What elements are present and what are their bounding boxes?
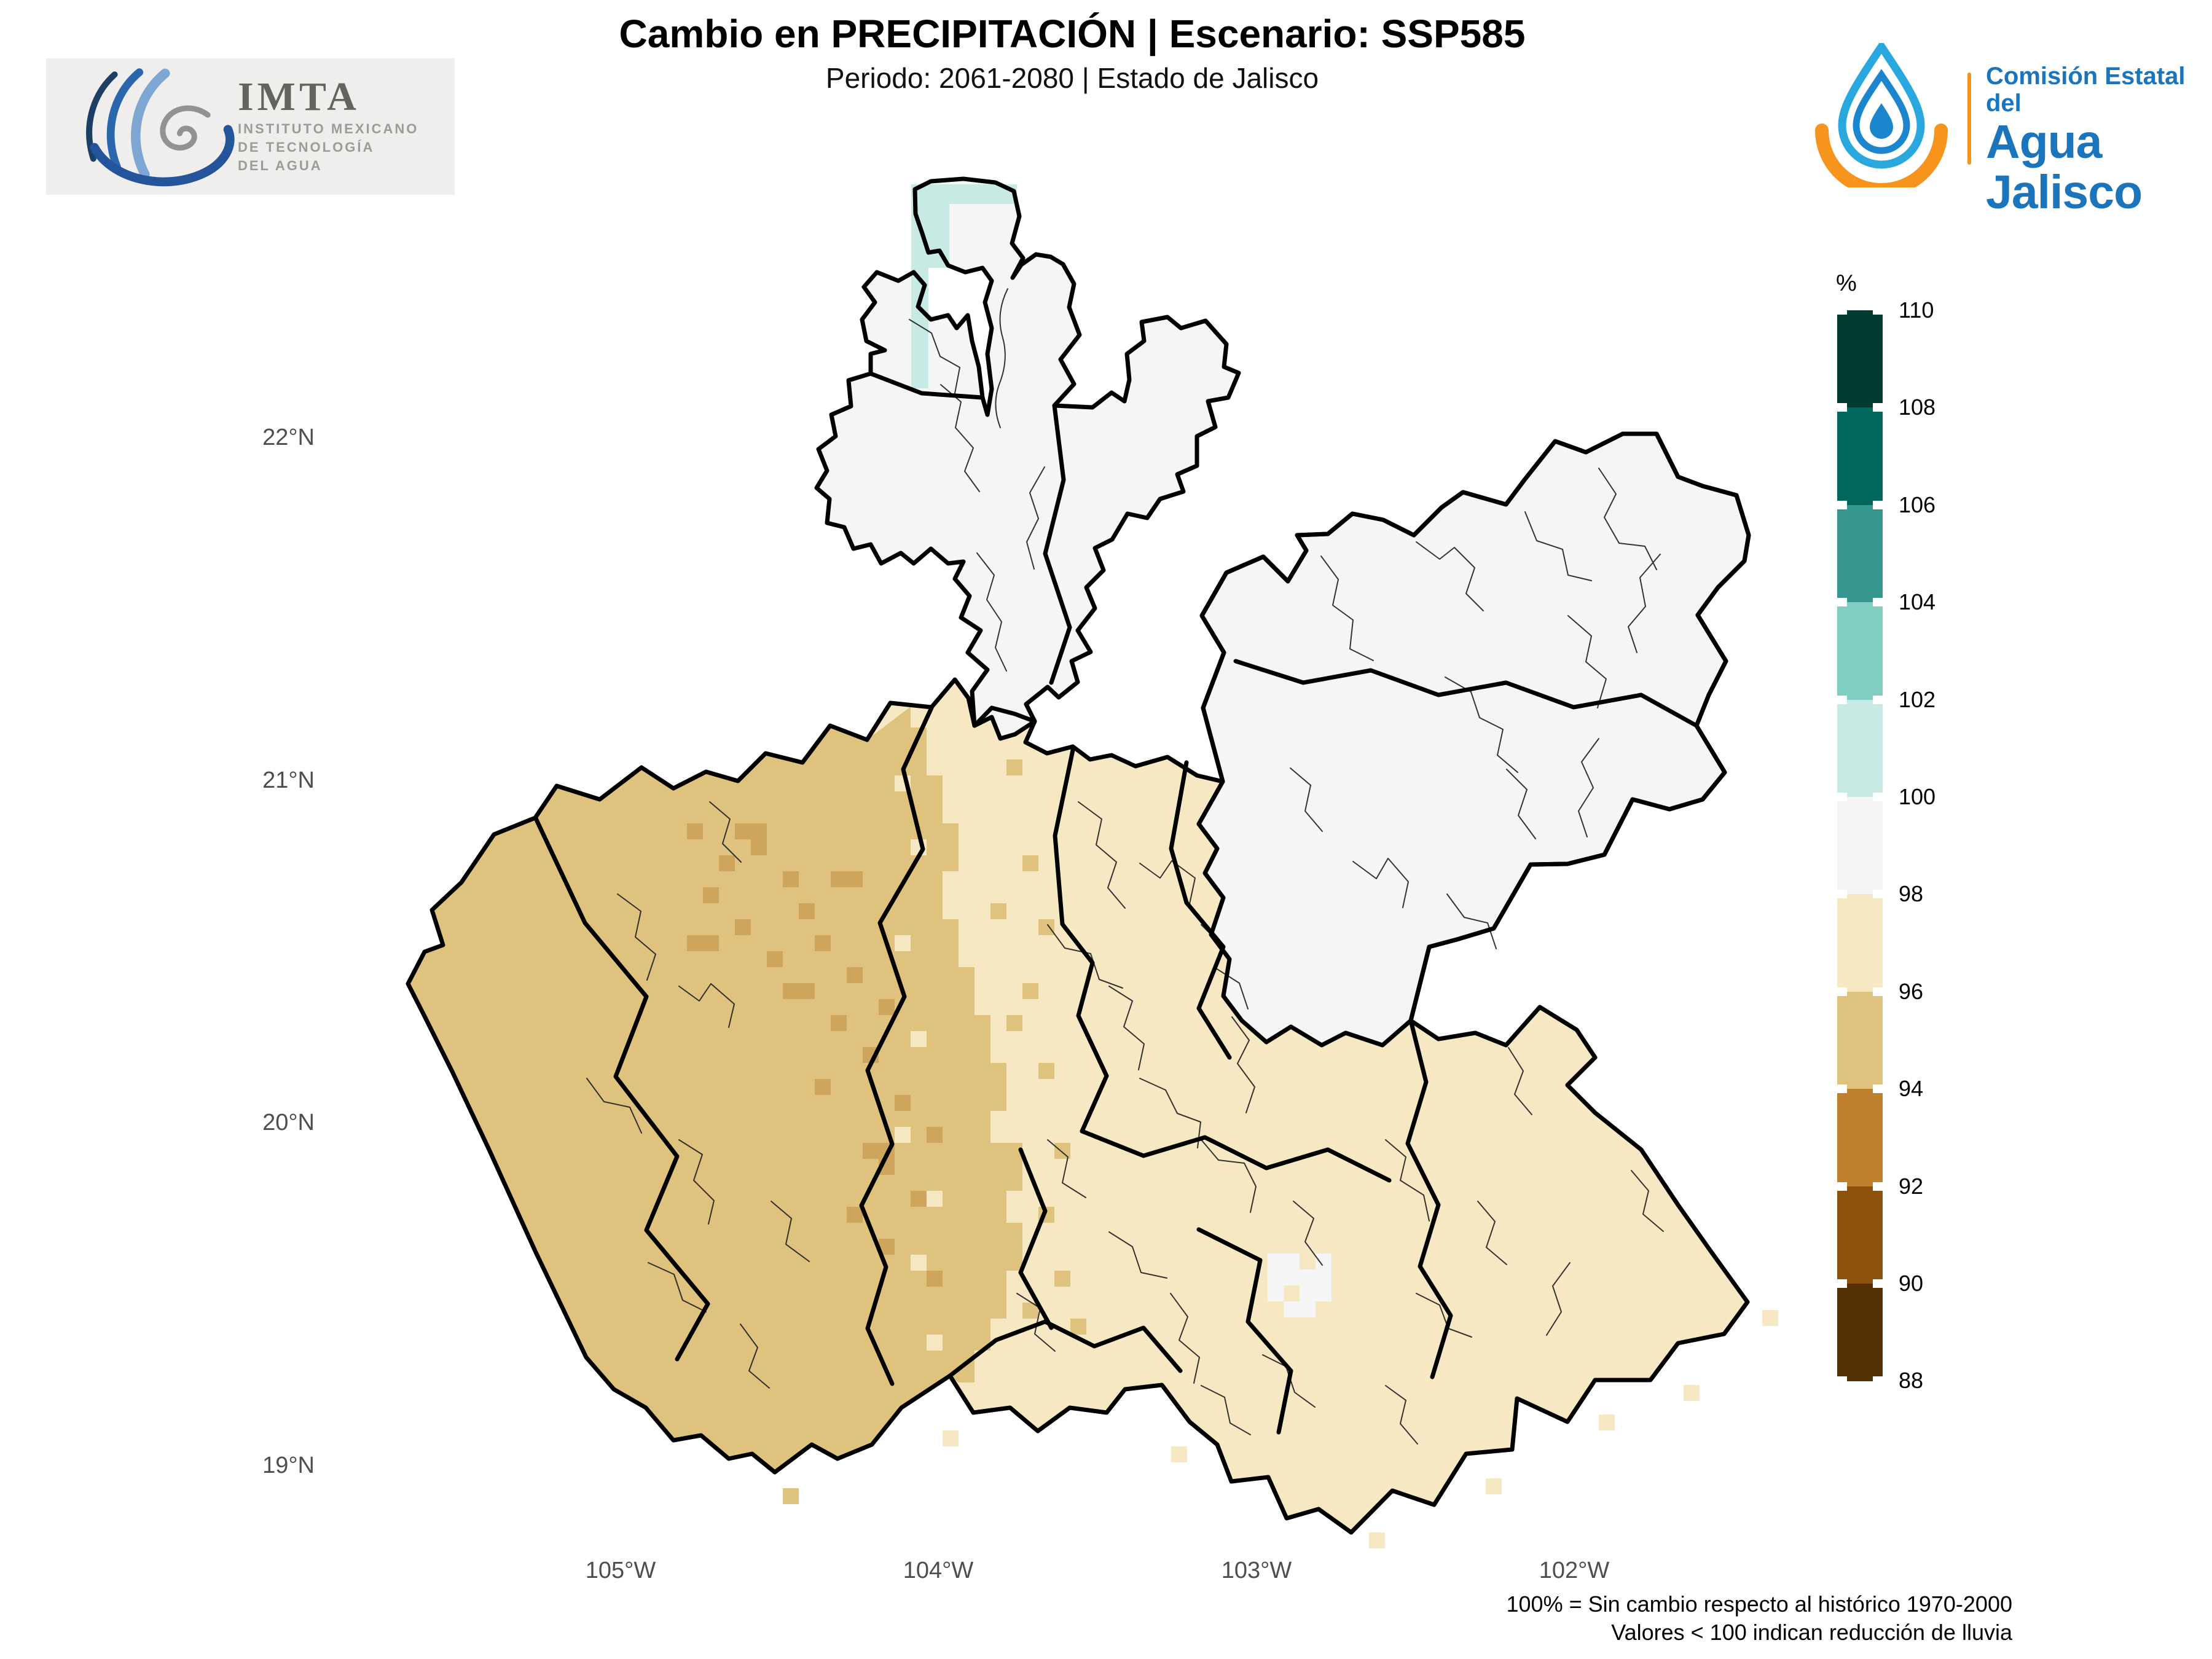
colorbar-tick-notch [1873,403,1884,412]
region-oeste-fill [408,707,1022,1472]
colorbar-tick-label: 110 [1899,297,1934,323]
colorbar-unit-label: % [1836,270,1857,296]
colorbar-segment [1837,1284,1883,1382]
colorbar-tick-label: 94 [1899,1076,1924,1102]
lon-tick-102w: 102°W [1539,1558,1610,1583]
colorbar-tick-notch [1836,695,1847,704]
imta-swirl-icon [86,68,235,187]
colorbar-tick-notch [1873,1084,1884,1094]
colorbar-tick-label: 96 [1899,978,1924,1004]
region-altos-fill [1199,434,1749,1045]
colorbar-tick-label: 98 [1899,881,1924,907]
colorbar-segment [1837,1089,1883,1187]
agua-jalisco-text: Comisión Estatal del Agua Jalisco [1986,63,2212,218]
colorbar-tick-notch [1836,1376,1847,1386]
colorbar-tick-notch [1836,793,1847,801]
colorbar-tick-notch [1873,1182,1884,1191]
colorbar-tick-notch [1873,695,1884,704]
colorbar-tick-label: 102 [1899,686,1936,712]
agua-jalisco-logo: Comisión Estatal del Agua Jalisco [1806,43,2212,218]
colorbar-tick-notch [1836,403,1847,412]
raster-cells-tan [783,759,1086,1504]
colorbar-tick-notch [1836,1084,1847,1094]
regional-boundaries [408,179,1749,1532]
colorbar-tick-notch [1873,987,1884,996]
imta-line-2: DE TECNOLOGÍA [238,139,375,155]
colorbar-segment [1837,699,1883,798]
ceaj-line-2: Agua Jalisco [1986,116,2143,219]
colorbar-tick-notch [1873,500,1884,509]
colorbar-tick-notch [1836,890,1847,899]
colorbar-segment [1837,407,1883,506]
raster-cells-offwhite-chapala [1268,1253,1332,1317]
colorbar-segment [1837,602,1883,700]
colorbar-tick-notch [1873,793,1884,801]
colorbar-tick-label: 106 [1899,492,1936,517]
ceaj-line-1: Comisión Estatal del [1986,63,2186,117]
colorbar-tick-label: 104 [1899,589,1936,615]
colorbar-segment [1837,310,1883,409]
colorbar-tick-notch [1873,598,1884,607]
colorbar-segment [1837,797,1883,895]
imta-line-1: INSTITUTO MEXICANO [238,121,419,136]
imta-line-3: DEL AGUA [238,158,323,173]
imta-logo: IMTA INSTITUTO MEXICANO DE TECNOLOGÍA DE… [46,58,455,195]
colorbar-tick-label: 108 [1899,394,1936,420]
footnote: 100% = Sin cambio respecto al histórico … [983,1590,2013,1647]
logo-divider [1967,73,1971,165]
colorbar-tick-label: 100 [1899,784,1936,809]
page-title: Cambio en PRECIPITACIÓN | Escenario: SSP… [619,12,1526,56]
footnote-line-1: 100% = Sin cambio respecto al histórico … [1506,1591,2013,1617]
water-drop-icon [1815,43,1948,187]
colorbar-tick-notch [1873,890,1884,899]
raster-cells-dark-tan [687,823,943,1287]
colorbar-tick-notch [1836,500,1847,509]
map-fill-layer [408,179,1778,1548]
lat-tick-20n: 20°N [262,1110,315,1135]
imta-acronym: IMTA [238,74,360,119]
colorbar-segment [1837,894,1883,992]
lon-tick-105w: 105°W [585,1558,656,1583]
colorbar-tick-notch [1836,1182,1847,1191]
colorbar-tick-label: 90 [1899,1271,1924,1296]
colorbar-tick-notch [1836,306,1847,315]
footnote-line-2: Valores < 100 indican reducción de lluvi… [1611,1620,2012,1645]
lat-tick-19n: 19°N [262,1453,315,1478]
colorbar-segment [1837,1186,1883,1284]
colorbar-tick-notch [1873,1376,1884,1386]
colorbar-tick-label: 92 [1899,1173,1924,1199]
imta-logo-text: IMTA INSTITUTO MEXICANO DE TECNOLOGÍA DE… [238,77,418,173]
colorbar-segment [1837,504,1883,603]
colorbar-tick-notch [1873,306,1884,315]
lon-tick-103w: 103°W [1221,1558,1292,1583]
colorbar-tick-notch [1836,1279,1847,1288]
colorbar-tick-notch [1873,1279,1884,1288]
lat-tick-21n: 21°N [262,767,315,793]
lon-tick-104w: 104°W [903,1558,974,1583]
page-subtitle: Periodo: 2061-2080 | Estado de Jalisco [825,62,1319,94]
municipal-boundaries [586,288,1664,1445]
lat-tick-22n: 22°N [262,425,315,450]
colorbar-tick-notch [1836,598,1847,607]
colorbar-segment [1837,991,1883,1090]
colorbar-tick-notch [1836,987,1847,996]
colorbar-tick-label: 88 [1899,1368,1924,1394]
